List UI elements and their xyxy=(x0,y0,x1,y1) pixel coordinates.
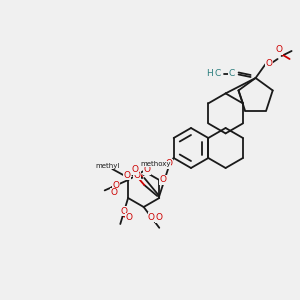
Text: methoxy: methoxy xyxy=(140,161,170,167)
Text: O: O xyxy=(160,176,167,184)
Text: O: O xyxy=(111,188,118,197)
Text: O: O xyxy=(134,170,141,179)
Text: O: O xyxy=(132,166,139,175)
Text: O: O xyxy=(121,206,128,215)
Text: O: O xyxy=(275,46,282,55)
Text: C: C xyxy=(229,70,235,79)
Text: O: O xyxy=(148,213,155,222)
Text: O: O xyxy=(113,181,120,190)
Text: O: O xyxy=(144,166,151,175)
Text: O: O xyxy=(265,59,272,68)
Text: H: H xyxy=(206,70,213,79)
Text: C: C xyxy=(214,70,221,79)
Text: O: O xyxy=(125,213,132,222)
Text: methyl: methyl xyxy=(95,163,119,169)
Text: O: O xyxy=(156,213,163,222)
Text: O: O xyxy=(124,170,131,179)
Text: O: O xyxy=(165,160,172,169)
